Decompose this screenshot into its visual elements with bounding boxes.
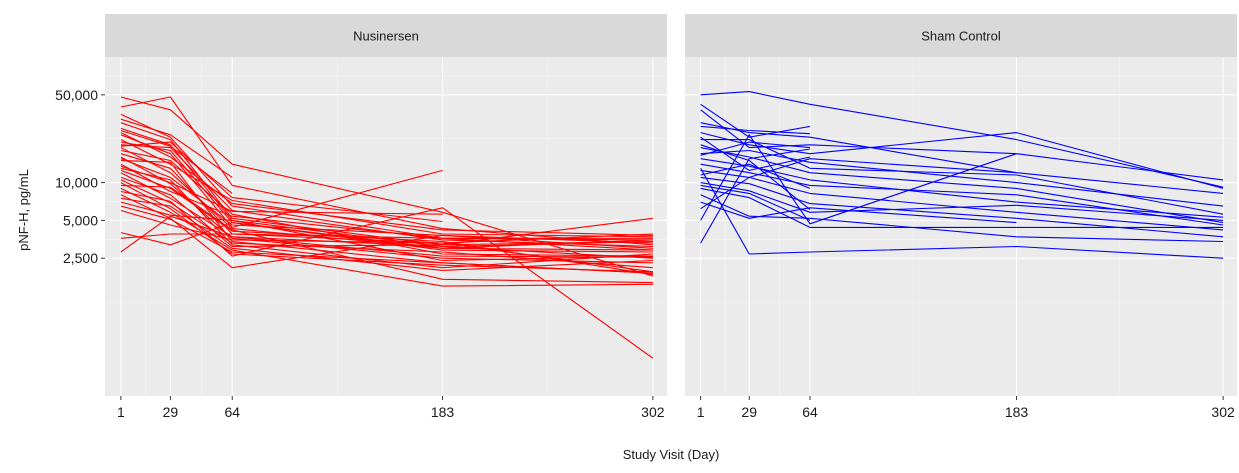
x-tick-label: 64 — [224, 404, 240, 420]
facet-strip-label: Sham Control — [921, 29, 1001, 44]
x-tick-label: 302 — [1211, 404, 1235, 420]
x-tick-label: 183 — [1005, 404, 1029, 420]
y-tick-label: 10,000 — [55, 175, 98, 191]
series-line-13 — [700, 187, 1224, 228]
series-line-31 — [120, 222, 653, 251]
series-line-4 — [120, 122, 653, 246]
facet-strip-label: Nusinersen — [353, 29, 419, 44]
series-line-21 — [120, 179, 653, 269]
series-line-10 — [700, 169, 1224, 231]
x-tick-label: 183 — [431, 404, 455, 420]
series-line-11 — [700, 176, 1224, 238]
series-line-7 — [120, 139, 653, 238]
series-line-25 — [120, 190, 654, 359]
series-line-29 — [120, 205, 653, 274]
series-line-17 — [700, 201, 1017, 224]
series-line-26 — [700, 136, 811, 171]
y-axis-label: pNF-H, pg/mL — [16, 169, 31, 251]
series-line-10 — [120, 147, 653, 249]
x-tick-label: 29 — [163, 404, 179, 420]
series-line-1 — [700, 91, 1224, 188]
y-tick-label: 50,000 — [55, 87, 98, 103]
x-axis-label: Study Visit (Day) — [623, 447, 720, 462]
series-line-17 — [120, 167, 653, 269]
series-line-38 — [120, 129, 233, 194]
series-line-18 — [120, 169, 653, 276]
series-line-27 — [120, 197, 653, 271]
series-line-24 — [700, 163, 811, 189]
plot-background — [105, 57, 667, 396]
series-line-23 — [700, 141, 811, 156]
x-tick-label: 29 — [741, 404, 757, 420]
y-tick-label: 2,500 — [63, 250, 98, 266]
series-line-23 — [120, 184, 653, 284]
series-line-6 — [120, 132, 653, 236]
series-line-2 — [120, 96, 653, 246]
series-line-21 — [700, 125, 811, 135]
series-line-20 — [120, 176, 653, 248]
series-line-4 — [700, 132, 1224, 189]
series-line-9 — [120, 144, 653, 248]
facet-strip — [105, 14, 667, 57]
series-line-6 — [700, 147, 1224, 224]
facet-strip — [685, 14, 1237, 57]
series-line-25 — [700, 184, 811, 221]
series-line-15 — [700, 168, 1224, 259]
series-line-13 — [120, 156, 653, 264]
series-line-24 — [120, 187, 653, 287]
panel-sham-control: Sham Control 1 29 64 183 302 — [685, 14, 1237, 420]
series-line-5 — [700, 139, 1224, 215]
series-line-35 — [120, 165, 443, 215]
y-tick-label: 5,000 — [63, 212, 98, 228]
series-line-7 — [700, 149, 1224, 207]
x-tick-label: 64 — [802, 404, 818, 420]
panel-nusinersen: Nusinersen 1 29 64 183 302 2,500 5,000 10,000 50,… — [55, 14, 667, 420]
panels: Nusinersen 1 29 64 183 302 2,500 5,000 10,000 50,… — [55, 14, 1237, 420]
x-tick-label: 1 — [697, 404, 705, 420]
series-line-2 — [700, 109, 1224, 181]
series-line-30 — [120, 209, 653, 244]
series-line-19 — [700, 144, 811, 211]
series-line-33 — [120, 215, 653, 253]
series-line-14 — [700, 194, 1224, 243]
series-line-32 — [120, 233, 653, 241]
series-line-9 — [700, 163, 1224, 226]
series-line-22 — [700, 103, 811, 138]
series-line-16 — [700, 134, 1017, 225]
series-line-11 — [120, 149, 653, 257]
series-line-37 — [120, 118, 233, 178]
series-line-28 — [120, 201, 653, 262]
series-line-20 — [700, 148, 811, 244]
plot-background — [685, 57, 1237, 396]
series-line-18 — [700, 158, 1017, 210]
x-tick-label: 302 — [641, 404, 665, 420]
x-tick-label: 1 — [117, 404, 125, 420]
